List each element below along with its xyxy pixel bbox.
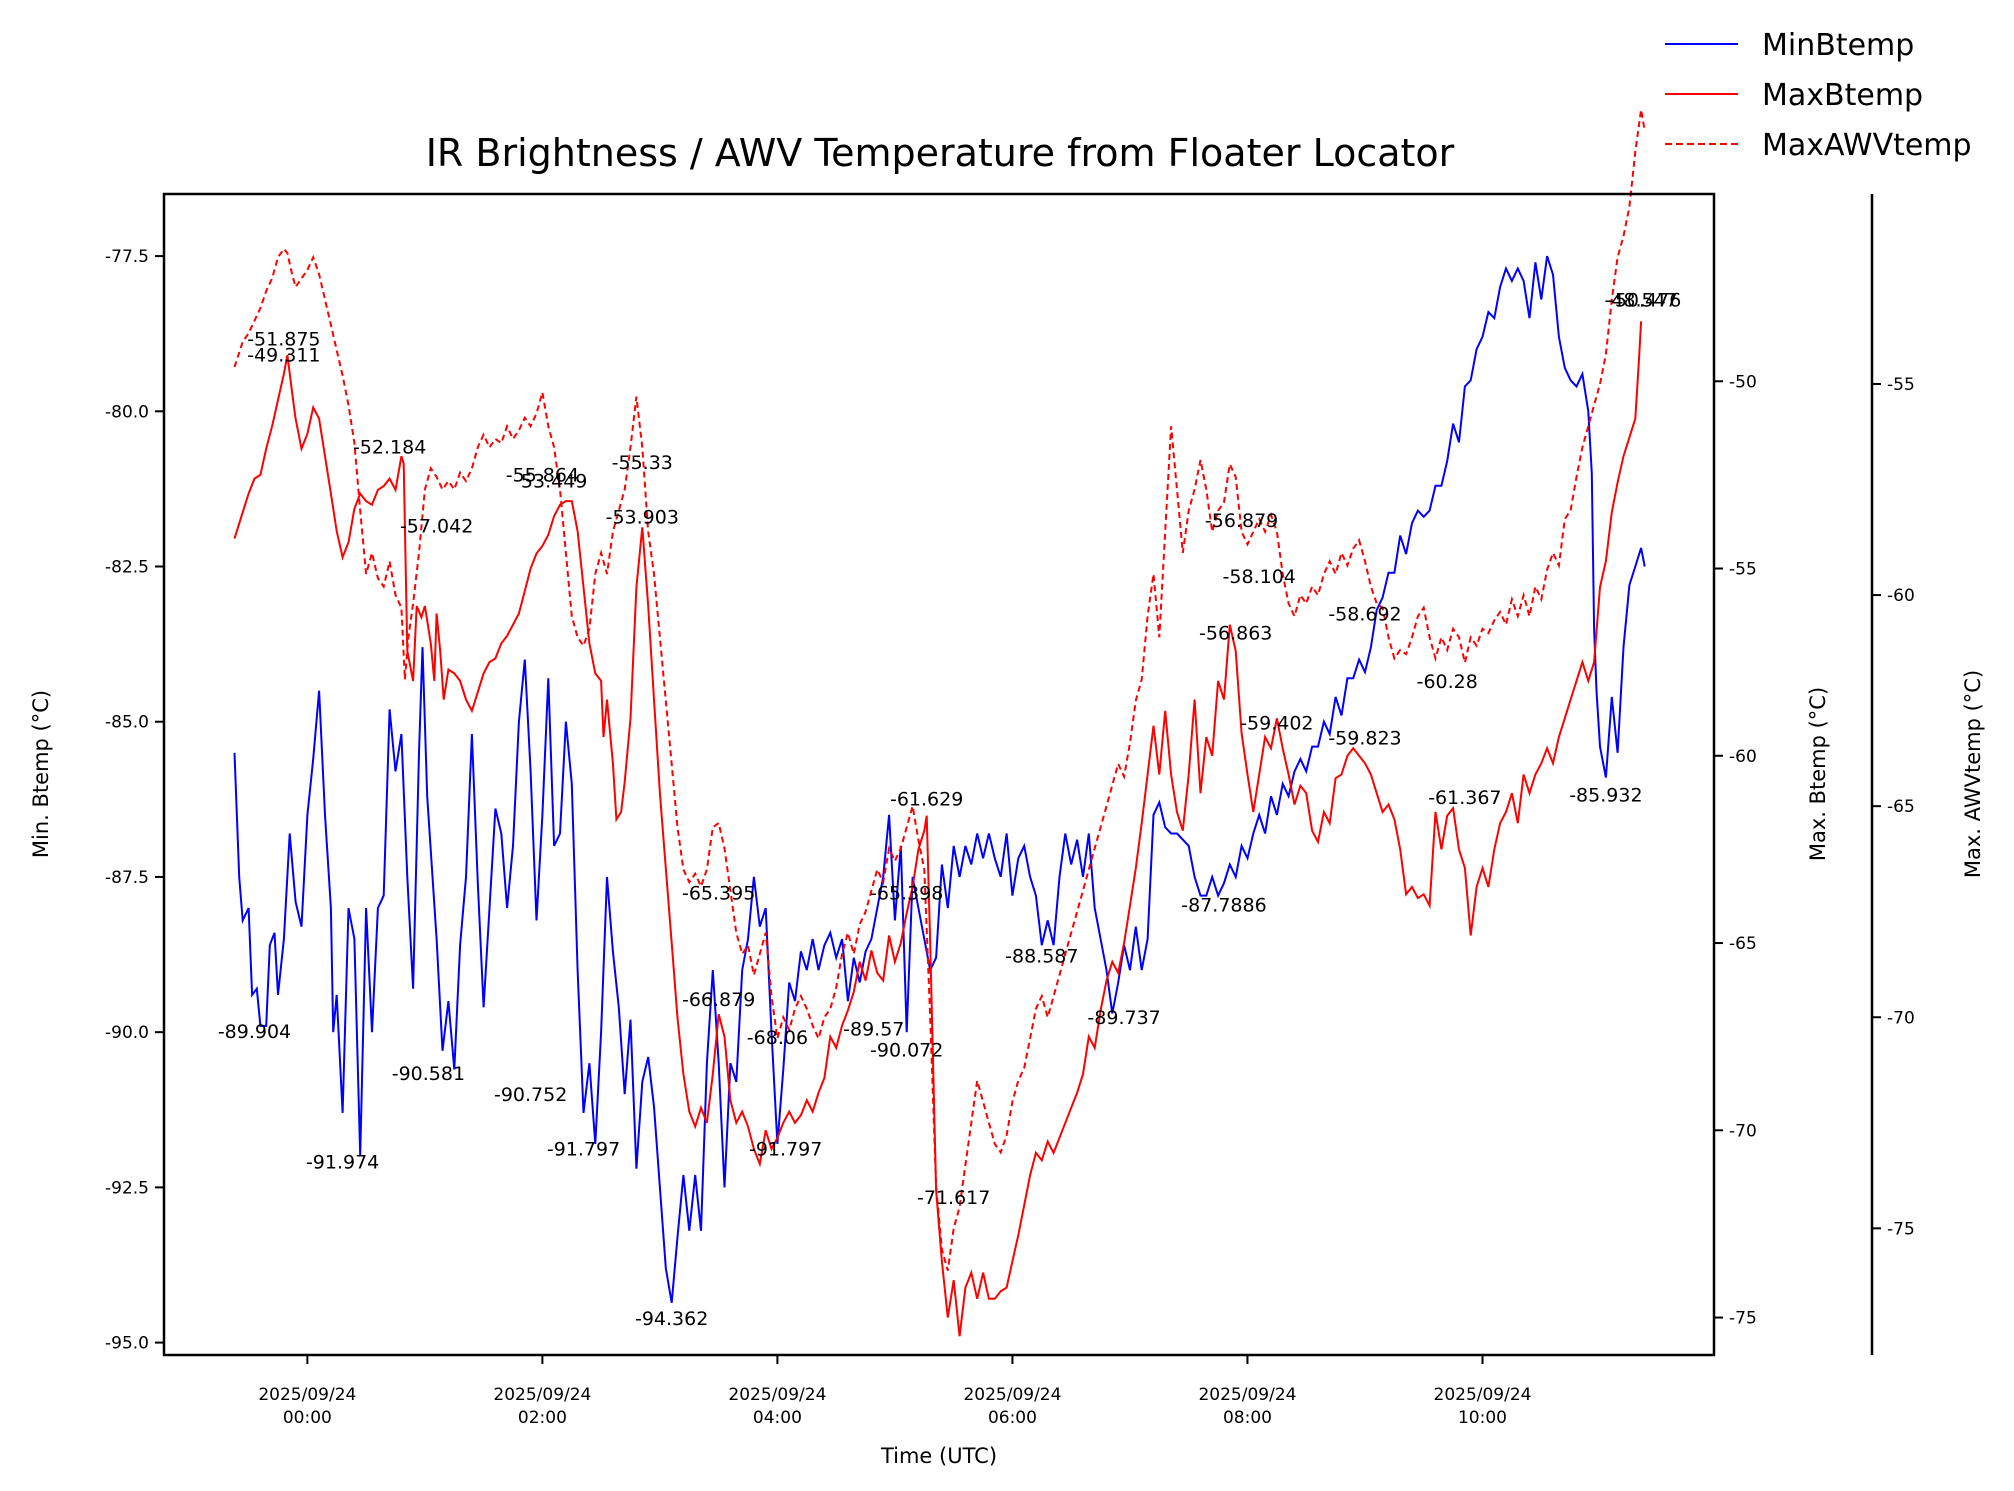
data-label: -61.629 — [890, 789, 963, 811]
data-label: -89.904 — [218, 1021, 291, 1043]
data-label: 53.449 — [521, 471, 587, 493]
legend-label-maxbtemp: MaxBtemp — [1762, 78, 1923, 113]
y-right1-tick-label: -50 — [1729, 372, 1757, 392]
data-label: -89.737 — [1087, 1007, 1160, 1029]
x-tick-label-time: 00:00 — [283, 1408, 332, 1428]
data-label: -58.104 — [1223, 566, 1296, 588]
x-axis: 2025/09/24 00:00 2025/09/24 02:00 2025/09/24… — [258, 1355, 1531, 1428]
data-label: -59.823 — [1328, 727, 1401, 749]
y-left-tick-label: -80.0 — [105, 402, 149, 422]
series-layer — [233, 109, 1646, 1337]
y-right2-tick-label: -60 — [1887, 586, 1915, 606]
y-right2-tick-label: -70 — [1887, 1008, 1915, 1028]
data-label: -60.28 — [1417, 671, 1478, 693]
data-label: -58.692 — [1328, 604, 1401, 626]
y-right1-tick-label: -70 — [1729, 1121, 1757, 1141]
data-label: -87.7886 — [1181, 895, 1266, 917]
y-right2-tick-label: -65 — [1887, 797, 1915, 817]
y-axis-left-title: Min. Btemp (°C) — [29, 690, 53, 858]
x-axis-title: Time (UTC) — [880, 1444, 997, 1468]
y-axis-right2-title: Max. AWVtemp (°C) — [1961, 670, 1985, 878]
x-tick-label-date: 2025/09/24 — [1434, 1385, 1532, 1405]
data-label: -85.932 — [1569, 785, 1642, 807]
data-label: -91.797 — [547, 1139, 620, 1161]
x-tick-label-date: 2025/09/24 — [728, 1385, 826, 1405]
data-label: -65.398 — [870, 883, 943, 905]
data-label: -56.879 — [1205, 510, 1278, 532]
x-tick-label-time: 10:00 — [1458, 1408, 1507, 1428]
y-axis-left: -77.5 -80.0 -82.5 -85.0 -87.5 -90.0 -92.5 -95.0 — [105, 247, 164, 1354]
data-label: -55.864 — [506, 465, 579, 487]
x-tick-label-date: 2025/09/24 — [258, 1385, 356, 1405]
data-label: -48.547 — [1604, 289, 1677, 311]
x-tick-label-time: 06:00 — [988, 1408, 1037, 1428]
y-right2-tick-label: -55 — [1887, 375, 1915, 395]
series-line-minbtemp — [233, 255, 1646, 1303]
data-label: -55.33 — [612, 452, 673, 474]
y-left-tick-label: -85.0 — [105, 713, 149, 733]
y-right2-tick-label: -75 — [1887, 1219, 1915, 1239]
series-line-maxawvtemp — [233, 109, 1646, 1271]
data-label: -50.476 — [1608, 289, 1681, 311]
data-label: -91.797 — [749, 1139, 822, 1161]
data-label: -94.362 — [635, 1308, 708, 1330]
data-label: -71.617 — [917, 1187, 990, 1209]
data-label: -59.402 — [1240, 712, 1313, 734]
y-left-tick-label: -77.5 — [105, 247, 149, 267]
x-tick-label-date: 2025/09/24 — [963, 1385, 1061, 1405]
data-label: -56.863 — [1199, 622, 1272, 644]
y-right1-tick-label: -60 — [1729, 747, 1757, 767]
legend-label-minbtemp: MinBtemp — [1762, 28, 1914, 63]
x-tick-label-date: 2025/09/24 — [493, 1385, 591, 1405]
y-left-tick-label: -95.0 — [105, 1334, 149, 1354]
data-label: -90.752 — [494, 1084, 567, 1106]
data-label: -65.395 — [682, 883, 755, 905]
y-axis-right1: -50 -55 -60 -65 -70 -75 — [1714, 372, 1757, 1329]
data-label: -90.581 — [392, 1063, 465, 1085]
y-left-tick-label: -82.5 — [105, 558, 149, 578]
plot-area — [162, 109, 1716, 1357]
x-tick-label-date: 2025/09/24 — [1198, 1385, 1296, 1405]
data-label: -88.587 — [1005, 945, 1078, 967]
y-left-tick-label: -92.5 — [105, 1178, 149, 1198]
series-line-maxbtemp — [233, 321, 1643, 1337]
y-right1-tick-label: -65 — [1729, 934, 1757, 954]
data-label: -53.903 — [606, 506, 679, 528]
data-label: -61.367 — [1428, 787, 1501, 809]
data-label: -68.06 — [747, 1027, 808, 1049]
data-label: -52.184 — [353, 437, 426, 459]
data-label: -90.072 — [870, 1040, 943, 1062]
y-left-tick-label: -90.0 — [105, 1023, 149, 1043]
legend-label-maxawvtemp: MaxAWVtemp — [1762, 128, 1972, 163]
y-axis-right1-title: Max. Btemp (°C) — [1806, 687, 1830, 861]
y-right1-tick-label: -55 — [1729, 560, 1757, 580]
y-left-tick-label: -87.5 — [105, 868, 149, 888]
data-label: -57.042 — [400, 516, 473, 538]
data-label: -66.879 — [682, 989, 755, 1011]
data-label: -89.57 — [843, 1018, 904, 1040]
y-axis-right2: -55 -60 -65 -70 -75 — [1870, 194, 1915, 1355]
x-tick-label-time: 02:00 — [518, 1408, 567, 1428]
legend: MinBtemp MaxBtemp MaxAWVtemp — [1665, 28, 1972, 163]
chart-title: IR Brightness / AWV Temperature from Flo… — [426, 131, 1455, 175]
data-label: -91.974 — [306, 1152, 379, 1174]
y-right1-tick-label: -75 — [1729, 1309, 1757, 1329]
annotation-layer: -51.875-49.311 -52.184 -57.042 -55.86453.44… — [218, 289, 1682, 1330]
x-tick-label-time: 04:00 — [753, 1408, 802, 1428]
data-label: -51.875 — [247, 328, 320, 350]
data-label: -49.311 — [247, 344, 320, 366]
x-tick-label-time: 08:00 — [1223, 1408, 1272, 1428]
plot-frame — [162, 192, 1716, 1357]
